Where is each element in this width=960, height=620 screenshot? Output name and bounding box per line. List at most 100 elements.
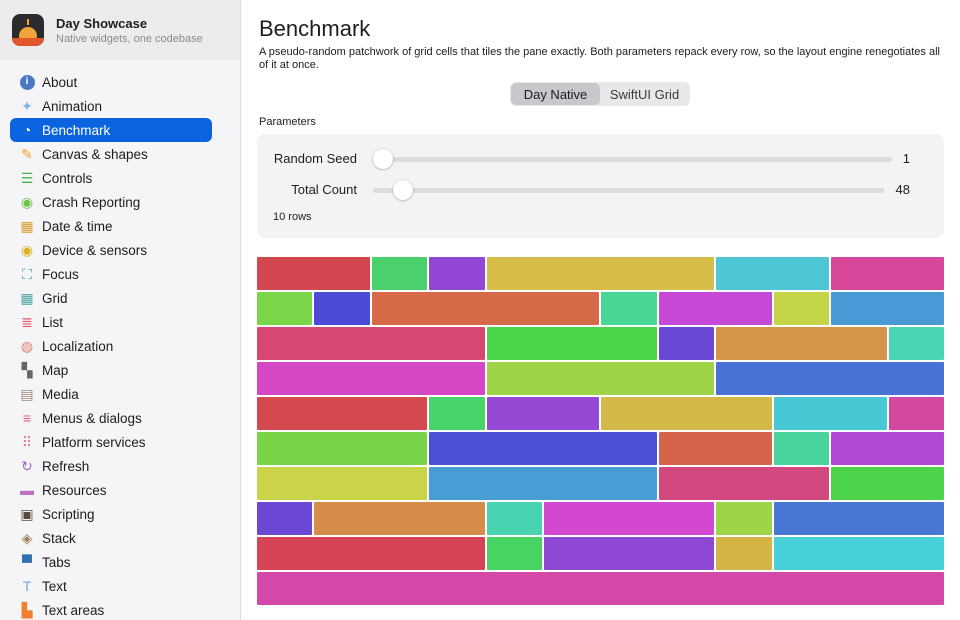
- sidebar-item-label: List: [42, 314, 64, 330]
- grid-row: [257, 327, 944, 360]
- grid-cell: [831, 467, 944, 500]
- grid-cell: [773, 537, 944, 570]
- page-description: A pseudo-random patchwork of grid cells …: [259, 46, 940, 71]
- sidebar-item-crash-reporting[interactable]: ◉ Crash Reporting: [10, 190, 212, 214]
- sidebar-item-scripting[interactable]: ▣ Scripting: [10, 502, 212, 526]
- dots-grid-icon: ⠿: [21, 434, 33, 450]
- film-icon: ▤: [20, 386, 34, 402]
- grid-cell: [658, 327, 715, 360]
- grid-cell: [257, 432, 428, 465]
- text-icon: T: [22, 578, 32, 594]
- random-seed-label: Random Seed: [273, 151, 357, 166]
- grid-cell: [658, 292, 772, 325]
- grid-row: [257, 502, 944, 535]
- grid-cell: [429, 257, 485, 290]
- sidebar-item-label: Localization: [42, 338, 114, 354]
- sidebar-item-grid[interactable]: ▦ Grid: [10, 286, 212, 310]
- grid-cell: [601, 397, 772, 430]
- map-icon: ▚: [21, 362, 33, 378]
- sidebar-item-label: Media: [42, 386, 79, 402]
- sidebar-item-label: Crash Reporting: [42, 194, 141, 210]
- sparkles-icon: ✦: [21, 98, 33, 114]
- grid-row: [257, 362, 944, 395]
- info-icon: i: [18, 73, 36, 91]
- sidebar-item-stack[interactable]: ◈ Stack: [10, 526, 212, 550]
- grid-cell: [257, 537, 485, 570]
- sidebar-item-map[interactable]: ▚ Map: [10, 358, 212, 382]
- sidebar-item-about[interactable]: i About: [10, 70, 212, 94]
- sidebar-item-text-areas[interactable]: ▙ Text areas: [10, 598, 212, 620]
- grid-cell: [314, 502, 485, 535]
- grid-cell: [716, 502, 772, 535]
- sidebar-item-list[interactable]: ≣ List: [10, 310, 212, 334]
- grid-cell: [429, 467, 657, 500]
- sidebar-item-refresh[interactable]: ↻ Refresh: [10, 454, 212, 478]
- sidebar-item-media[interactable]: ▤ Media: [10, 382, 212, 406]
- sidebar-item-controls[interactable]: ☰ Controls: [10, 166, 212, 190]
- list-icon: ≣: [21, 314, 33, 330]
- sidebar-item-label: Canvas & shapes: [42, 146, 148, 162]
- grid-cell: [257, 502, 313, 535]
- sidebar-item-label: Benchmark: [42, 122, 111, 138]
- sidebar-item-device-sensors[interactable]: ◉ Device & sensors: [10, 238, 212, 262]
- grid-row: [257, 572, 944, 605]
- refresh-icon: ↻: [21, 458, 33, 474]
- renderer-segmented-control: Day Native SwiftUI Grid: [510, 82, 690, 106]
- sidebar-item-label: Scripting: [42, 506, 95, 522]
- app-title: Day Showcase: [56, 15, 148, 31]
- calendar-icon: ▦: [20, 218, 34, 234]
- sidebar-item-text[interactable]: T Text: [10, 574, 212, 598]
- sidebar-item-label: Animation: [42, 98, 103, 114]
- segment-day-native[interactable]: Day Native: [511, 83, 600, 105]
- random-seed-slider-thumb[interactable]: [373, 149, 393, 169]
- speedometer-icon: ◔: [22, 122, 32, 138]
- total-count-slider-thumb[interactable]: [392, 180, 413, 200]
- grid-cell: [257, 362, 485, 395]
- random-seed-slider[interactable]: [373, 157, 892, 162]
- grid-cell: [831, 257, 944, 290]
- total-count-slider[interactable]: [373, 188, 884, 193]
- sidebar-item-tabs[interactable]: ▀ Tabs: [10, 550, 212, 574]
- sidebar-item-label: Tabs: [42, 554, 71, 570]
- sidebar-item-label: Grid: [42, 290, 68, 306]
- sidebar-item-focus[interactable]: ⛶ Focus: [10, 262, 212, 286]
- sidebar-item-label: Stack: [42, 530, 76, 546]
- grid-cell: [486, 257, 715, 290]
- sidebar-item-label: Text: [42, 578, 67, 594]
- sidebar-item-label: Platform services: [42, 434, 146, 450]
- grid-icon: ▦: [20, 290, 34, 306]
- grid-cell: [486, 362, 715, 395]
- sidebar-nav: i About ✦ Animation ◔ Benchmark ✎ Canvas & shap…: [0, 60, 240, 620]
- grid-row: [257, 432, 944, 465]
- grid-cell: [888, 397, 944, 430]
- grid-cell: [831, 432, 944, 465]
- sidebar-item-animation[interactable]: ✦ Animation: [10, 94, 212, 118]
- grid-cell: [257, 572, 944, 605]
- sidebar-item-date-time[interactable]: ▦ Date & time: [10, 214, 212, 238]
- grid-cell: [716, 537, 772, 570]
- sidebar-item-resources[interactable]: ▬ Resources: [10, 478, 212, 502]
- sidebar-item-canvas-shapes[interactable]: ✎ Canvas & shapes: [10, 142, 212, 166]
- grid-cell: [257, 257, 370, 290]
- sidebar-item-platform-services[interactable]: ⠿ Platform services: [10, 430, 212, 454]
- sidebar-item-label: Text areas: [42, 602, 105, 618]
- terminal-icon: ▣: [20, 506, 34, 522]
- grid-cell: [257, 292, 313, 325]
- grid-cell: [486, 397, 600, 430]
- sidebar-item-label: Resources: [42, 482, 107, 498]
- sensor-icon: ◉: [20, 242, 34, 258]
- sidebar-item-menus-dialogs[interactable]: ≡ Menus & dialogs: [10, 406, 212, 430]
- sidebar-item-benchmark[interactable]: ◔ Benchmark: [10, 118, 212, 142]
- rows-count: 10 rows: [273, 211, 312, 223]
- parameters-label: Parameters: [259, 116, 316, 128]
- app-subtitle: Native widgets, one codebase: [56, 32, 203, 45]
- folder-icon: ▬: [20, 482, 34, 498]
- tabs-icon: ▀: [22, 554, 32, 570]
- grid-cell: [257, 397, 428, 430]
- sidebar-item-localization[interactable]: ◍ Localization: [10, 334, 212, 358]
- segment-swiftui-grid[interactable]: SwiftUI Grid: [609, 86, 680, 102]
- grid-row: [257, 257, 944, 290]
- app-logo-icon: [12, 14, 44, 46]
- grid-cell: [314, 292, 370, 325]
